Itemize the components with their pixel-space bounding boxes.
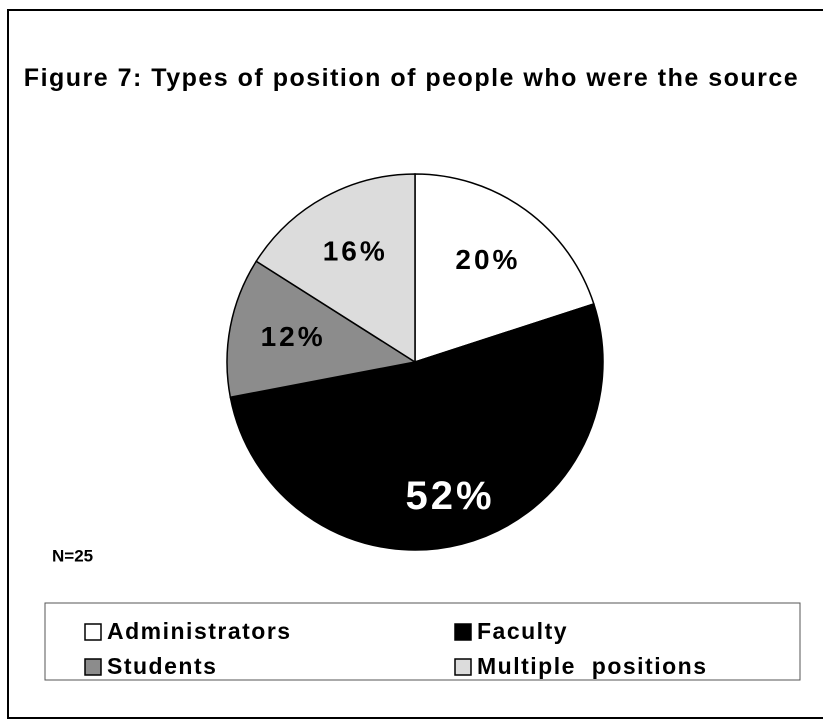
data-label: 20%	[455, 244, 520, 275]
data-label: 16%	[323, 236, 388, 267]
chart-title: Figure 7: Types of position of people wh…	[23, 64, 800, 92]
legend-swatch	[84, 658, 102, 676]
frame-border	[7, 9, 823, 719]
legend-label: Multiple positions	[477, 653, 708, 679]
data-label: 12%	[261, 321, 326, 352]
legend-label: Faculty	[477, 618, 568, 644]
pie-slice	[226, 260, 418, 399]
legend-label: Students	[107, 653, 217, 679]
pie-slice	[414, 173, 595, 364]
annotation: N=25	[52, 546, 93, 565]
pie-slice	[255, 173, 416, 364]
legend-swatch	[84, 623, 102, 641]
legend-swatch	[454, 623, 472, 641]
legend-label: Administrators	[107, 618, 292, 644]
pie-slice	[229, 302, 604, 551]
data-label: 52%	[406, 474, 495, 518]
legend-box	[44, 602, 801, 681]
legend-swatch	[454, 658, 472, 676]
